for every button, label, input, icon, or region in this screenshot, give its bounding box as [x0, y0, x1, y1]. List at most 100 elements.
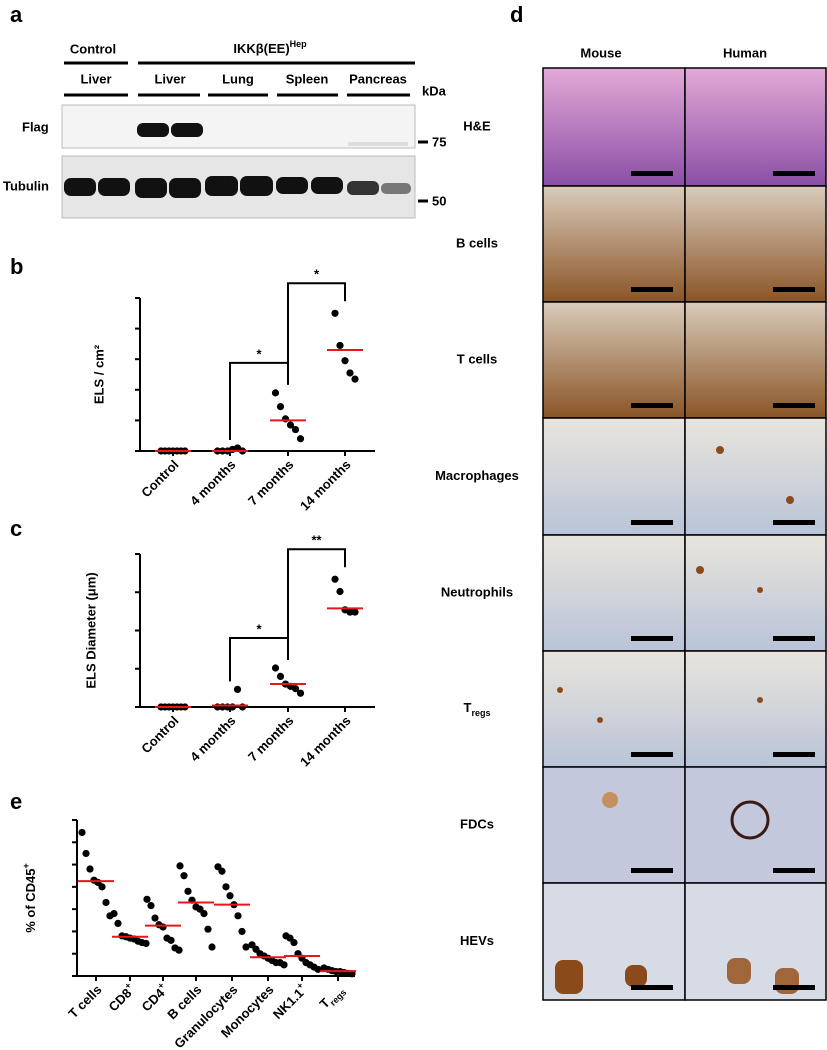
- significance-label: **: [311, 533, 322, 548]
- data-point: [276, 672, 285, 681]
- image: [684, 417, 827, 536]
- y-axis-label: % of CD45+: [21, 863, 38, 933]
- x-tick-label: 7 months: [245, 713, 296, 764]
- data-point: [102, 898, 110, 907]
- scale-bar: [773, 403, 815, 408]
- scale-bar: [773, 520, 815, 525]
- x-tick-label-sup: +: [123, 980, 134, 991]
- x-tick-label: T cells: [65, 982, 104, 1021]
- data-point: [351, 375, 359, 383]
- data-point: [226, 892, 234, 900]
- data-point: [271, 389, 280, 397]
- x-tick-label-sup: +: [295, 980, 306, 991]
- x-tick-label: Granulocytes: [171, 982, 240, 1050]
- stain-spots: [555, 446, 799, 994]
- row-label: H&E: [463, 118, 491, 133]
- scale-bar: [773, 636, 815, 641]
- data-point: [175, 946, 183, 954]
- data-point: [200, 910, 208, 918]
- image: [684, 766, 827, 884]
- data-point: [208, 943, 216, 951]
- data-point: [218, 867, 226, 875]
- data-point: [291, 425, 300, 434]
- scale-bar: [631, 985, 673, 990]
- significance-label: *: [256, 621, 262, 636]
- data-point: [184, 887, 192, 895]
- y-axis-label: ELS / cm²: [91, 344, 106, 404]
- band: [137, 123, 169, 137]
- data-point: [98, 883, 106, 891]
- data-point: [143, 895, 151, 903]
- data-point: [331, 575, 339, 583]
- data-point: [291, 685, 300, 693]
- data-point: [142, 939, 150, 948]
- scale-bar: [631, 403, 673, 408]
- significance-bracket: [287, 282, 346, 385]
- image: [542, 534, 686, 652]
- group-label: IKKβ(EE)Hep: [233, 39, 307, 56]
- x-tick-label: 4 months: [187, 457, 238, 508]
- data-point: [176, 862, 184, 870]
- image: [684, 185, 827, 303]
- y-axis-label-base: % of CD45: [23, 868, 38, 932]
- histology-grid: [542, 67, 827, 1001]
- image: [542, 417, 686, 536]
- tissue-label: Liver: [154, 71, 185, 86]
- row-label-sub: regs: [471, 708, 490, 718]
- x-tick-label: 7 months: [245, 457, 296, 508]
- data-point: [234, 912, 242, 920]
- data-point: [314, 965, 322, 973]
- western-blot: [61, 104, 428, 219]
- y-axis-label: ELS Diameter (μm): [83, 572, 98, 688]
- group-label-base: IKKβ(EE): [233, 41, 289, 56]
- image: [684, 650, 827, 768]
- scale-bar: [773, 868, 815, 873]
- x-tick-label: 14 months: [297, 457, 354, 514]
- image: [542, 650, 686, 768]
- data-point: [336, 341, 344, 350]
- row-label: T cells: [457, 351, 497, 366]
- significance-label: *: [256, 346, 262, 361]
- scale-bar: [631, 868, 673, 873]
- row-label: Flag: [22, 119, 49, 134]
- row-label: Tubulin: [3, 178, 49, 193]
- blot-flag: [61, 104, 416, 149]
- data-point: [286, 421, 295, 429]
- tubulin-bands: [64, 176, 411, 198]
- data-point: [151, 914, 159, 922]
- image: [542, 67, 686, 187]
- data-point: [341, 357, 349, 365]
- scale-bar: [773, 171, 815, 176]
- scale-bar: [773, 985, 815, 990]
- column-label: Human: [723, 45, 767, 60]
- data-point: [86, 865, 94, 873]
- image: [542, 301, 686, 419]
- row-label: FDCs: [460, 816, 494, 831]
- x-tick-label: Control: [138, 457, 181, 500]
- image: [684, 301, 827, 419]
- y-axis-label-sup: +: [21, 863, 31, 868]
- data-point: [296, 689, 305, 697]
- data-point: [167, 936, 175, 944]
- panel-label: e: [10, 789, 22, 814]
- data-point: [78, 828, 86, 837]
- tissue-label: Pancreas: [349, 71, 407, 86]
- band: [348, 142, 408, 146]
- data-point: [271, 664, 280, 672]
- data-point: [180, 872, 188, 880]
- scale-bar: [631, 287, 673, 292]
- x-tick-label-sup: +: [156, 980, 167, 991]
- data-point: [233, 685, 242, 694]
- image: [542, 185, 686, 303]
- image: [684, 534, 827, 652]
- marker-label: 75: [432, 134, 446, 149]
- data-point: [204, 925, 212, 933]
- data-point: [351, 608, 359, 616]
- data-point: [82, 849, 90, 858]
- tissue-label: Spleen: [286, 71, 329, 86]
- band: [171, 123, 203, 137]
- x-tick-label: 14 months: [297, 713, 354, 770]
- row-label: Macrophages: [435, 468, 519, 483]
- x-tick-label-sub: regs: [328, 988, 349, 1009]
